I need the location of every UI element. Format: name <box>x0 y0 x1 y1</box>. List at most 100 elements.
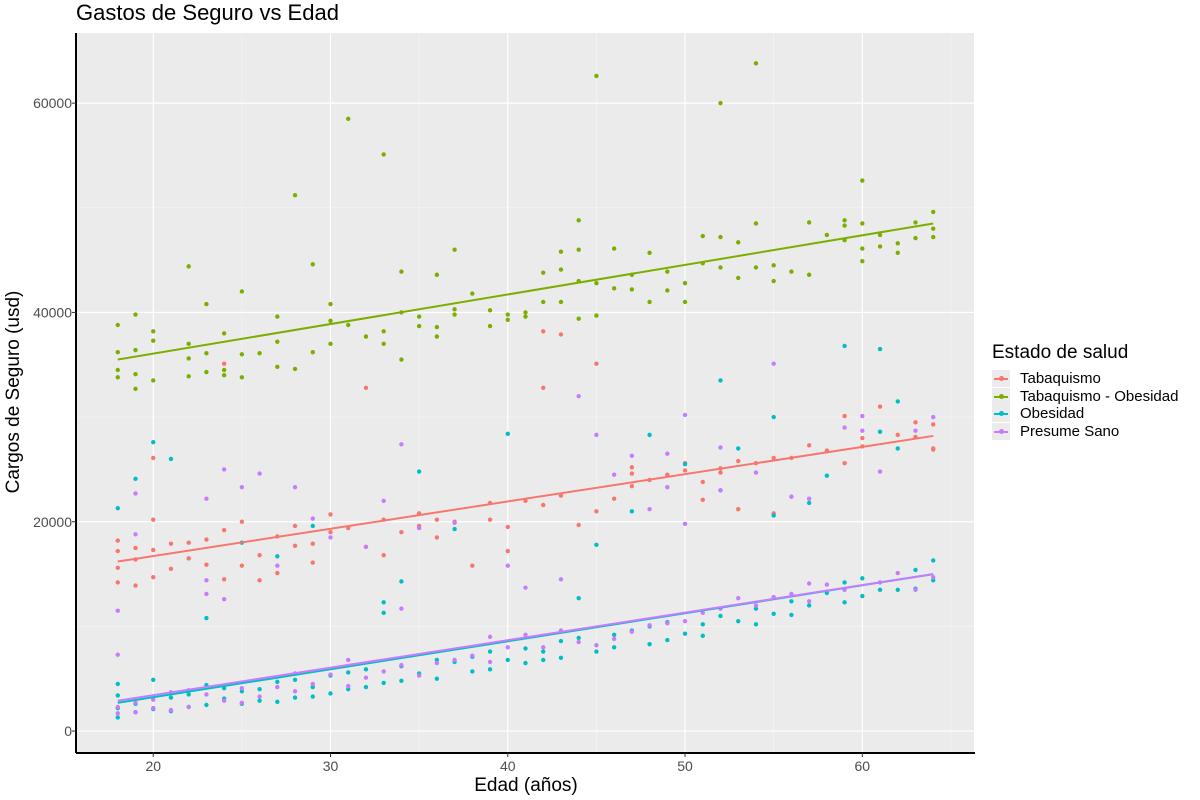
data-point <box>753 470 759 475</box>
data-point <box>115 580 120 585</box>
data-point <box>806 581 812 586</box>
data-point <box>647 506 652 512</box>
data-point <box>292 485 298 490</box>
data-point <box>239 519 245 524</box>
data-point <box>168 456 174 462</box>
data-point <box>487 649 493 654</box>
data-point <box>611 496 617 501</box>
data-point <box>328 691 333 696</box>
data-point <box>541 657 546 663</box>
data-point <box>381 680 386 686</box>
data-point <box>611 472 617 477</box>
data-point <box>133 710 138 715</box>
data-point <box>523 660 528 666</box>
y-tick-label: 20000 <box>33 514 72 530</box>
data-point <box>576 218 581 223</box>
data-point <box>221 331 227 336</box>
data-point <box>310 684 315 690</box>
data-point <box>168 695 174 700</box>
data-point <box>168 707 174 713</box>
data-point <box>239 700 245 706</box>
data-point <box>895 432 900 438</box>
data-point <box>860 246 865 251</box>
data-point <box>860 221 865 226</box>
data-point <box>452 520 457 525</box>
data-point <box>416 673 422 678</box>
data-point <box>523 314 528 319</box>
data-point <box>115 565 120 571</box>
data-point <box>151 329 156 334</box>
x-tick-label: 50 <box>677 758 693 774</box>
data-point <box>753 221 759 226</box>
data-point <box>221 698 227 703</box>
data-point <box>204 301 209 307</box>
data-point <box>523 585 528 590</box>
data-point <box>151 677 156 682</box>
legend-key-icon <box>992 422 1010 440</box>
data-point <box>275 314 280 319</box>
data-point <box>895 446 900 451</box>
data-point <box>576 639 581 645</box>
legend-item: Tabaquismo - Obesidad <box>992 387 1178 406</box>
data-point <box>736 618 741 624</box>
data-point <box>381 669 386 674</box>
data-point <box>736 275 741 281</box>
data-point <box>168 566 174 572</box>
data-point <box>239 685 245 691</box>
data-point <box>682 280 688 286</box>
data-point <box>310 516 315 521</box>
data-point <box>576 522 581 528</box>
data-point <box>771 611 776 617</box>
data-point <box>133 583 138 588</box>
data-point <box>700 610 705 616</box>
data-point <box>346 116 351 122</box>
data-point <box>399 579 404 584</box>
data-point <box>239 375 245 380</box>
data-point <box>151 517 156 522</box>
data-point <box>718 613 723 619</box>
data-point <box>665 288 670 293</box>
data-point <box>399 662 404 668</box>
data-point <box>257 351 262 356</box>
data-point <box>399 269 404 274</box>
data-point <box>416 314 422 319</box>
data-point <box>629 471 635 476</box>
data-point <box>753 61 759 66</box>
data-point <box>877 587 883 592</box>
data-point <box>647 250 652 255</box>
data-point <box>204 351 209 356</box>
data-point <box>789 494 794 499</box>
data-point <box>665 451 670 456</box>
data-point <box>824 582 830 587</box>
data-point <box>931 234 936 240</box>
data-point <box>505 317 510 322</box>
data-point <box>771 455 776 461</box>
data-point <box>115 350 120 355</box>
data-point <box>310 694 315 699</box>
data-point <box>576 316 581 321</box>
data-point <box>186 692 191 697</box>
data-point <box>931 558 936 563</box>
data-point <box>434 272 440 277</box>
data-point <box>399 606 404 611</box>
data-point <box>860 428 865 433</box>
data-point <box>931 414 936 420</box>
data-point <box>399 442 404 447</box>
data-point <box>842 460 847 466</box>
data-point <box>292 193 298 198</box>
data-point <box>115 505 120 511</box>
data-point <box>700 622 705 627</box>
trend-line <box>117 573 934 702</box>
data-point <box>470 563 475 568</box>
data-point <box>115 711 120 716</box>
x-tick-label: 40 <box>500 758 516 774</box>
data-point <box>806 272 812 277</box>
data-point <box>363 544 369 550</box>
data-point <box>736 446 741 451</box>
data-point <box>151 455 156 461</box>
legend-items: Tabaquismo Tabaquismo - Obesidad Obesidad P… <box>992 370 1178 440</box>
data-point <box>115 608 120 613</box>
data-point <box>505 312 510 317</box>
data-point <box>541 502 546 508</box>
data-point <box>239 289 245 294</box>
